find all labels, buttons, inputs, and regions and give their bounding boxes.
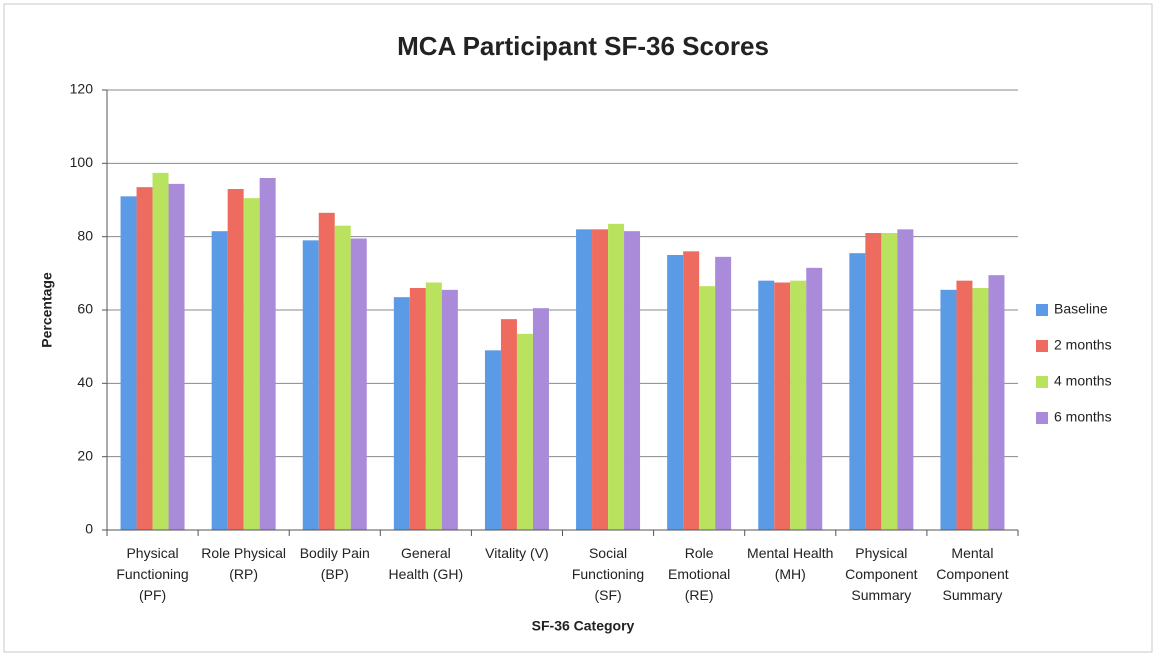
- bar: [302, 240, 319, 531]
- bar: [683, 251, 700, 531]
- x-tick-label: Mental Component Summary: [936, 545, 1009, 603]
- bar: [168, 183, 185, 530]
- bar: [865, 233, 882, 530]
- x-axis-title: SF-36 Category: [532, 618, 635, 634]
- y-tick-label: 80: [77, 227, 93, 243]
- bar: [940, 289, 957, 530]
- x-tick-label: Physical Component Summary: [845, 545, 918, 603]
- bar: [624, 231, 641, 530]
- bar: [516, 333, 533, 530]
- y-tick-label: 40: [77, 374, 93, 390]
- bar: [790, 280, 807, 530]
- bar: [988, 275, 1005, 530]
- bar: [409, 288, 426, 530]
- x-tick-label: Social Functioning (SF): [571, 545, 645, 603]
- bar: [500, 319, 517, 530]
- y-tick-label: 0: [85, 521, 93, 537]
- bar: [774, 282, 791, 530]
- bar: [532, 308, 549, 530]
- bar: [667, 255, 684, 530]
- bar: [227, 189, 244, 530]
- bar: [881, 233, 898, 530]
- bar: [243, 198, 260, 530]
- bar: [318, 212, 335, 531]
- bar: [806, 267, 823, 530]
- bar: [441, 289, 458, 530]
- legend-swatch: [1036, 376, 1048, 388]
- bar: [849, 253, 866, 530]
- x-tick-label: Role Physical (RP): [201, 545, 287, 582]
- bar: [152, 172, 169, 530]
- bar: [393, 297, 410, 530]
- legend-label: 2 months: [1054, 337, 1112, 353]
- bar: [211, 231, 228, 530]
- x-tick-label: Role Emotional (RE): [668, 545, 731, 603]
- legend-swatch: [1036, 340, 1048, 352]
- x-tick-label: Bodily Pain (BP): [299, 545, 370, 582]
- legend-swatch: [1036, 304, 1048, 316]
- x-tick-label: General Health (GH): [388, 545, 464, 582]
- y-tick-label: 60: [77, 301, 93, 317]
- y-tick-label: 100: [70, 154, 94, 170]
- y-tick-label: 20: [77, 447, 93, 463]
- x-tick-label: Vitality (V): [485, 545, 549, 561]
- x-tick-label: Mental Health (MH): [747, 545, 834, 582]
- bar: [758, 280, 775, 530]
- x-tick-label: Physical Functioning (PF): [116, 545, 189, 603]
- bar: [576, 229, 593, 531]
- bar: [592, 229, 609, 531]
- bar: [699, 286, 716, 530]
- bar: [897, 229, 914, 531]
- chart-title: MCA Participant SF-36 Scores: [397, 31, 769, 61]
- legend-label: 4 months: [1054, 373, 1112, 389]
- bar: [715, 256, 732, 530]
- legend-swatch: [1036, 412, 1048, 424]
- bar: [350, 238, 367, 530]
- bar: [484, 350, 501, 530]
- bar: [425, 282, 442, 530]
- bar: [608, 223, 625, 531]
- legend-label: 6 months: [1054, 409, 1112, 425]
- bar: [136, 187, 153, 530]
- y-tick-label: 120: [70, 81, 94, 97]
- y-axis-title: Percentage: [39, 272, 55, 348]
- bar: [259, 178, 276, 530]
- legend-label: Baseline: [1054, 301, 1108, 317]
- bar: [956, 280, 973, 530]
- bar: [334, 225, 351, 530]
- bar: [972, 288, 989, 530]
- bar: [120, 196, 137, 531]
